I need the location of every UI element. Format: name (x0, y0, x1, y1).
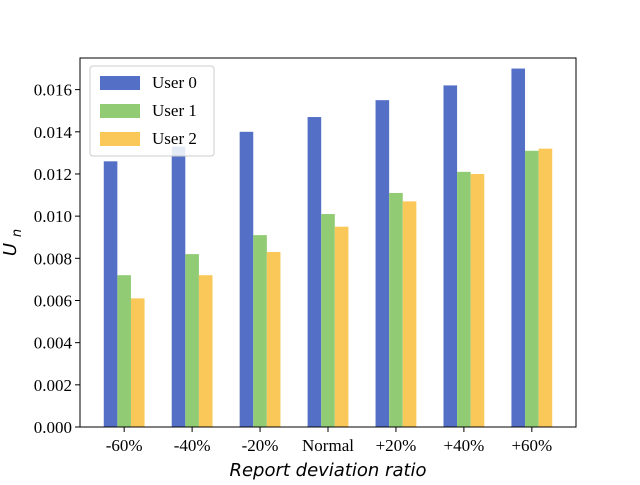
x-tick-label: +40% (444, 436, 485, 455)
bar-user-0-0 (103, 161, 118, 427)
legend: User 0 User 1 User 2 (89, 65, 215, 157)
y-tick-label: 0.010 (34, 207, 72, 226)
y-tick-label: 0.002 (34, 376, 72, 395)
x-tick-label: +60% (511, 436, 552, 455)
y-axis-label-subscript: n (10, 229, 25, 237)
x-tick-label: Normal (302, 436, 354, 455)
bar-user-2-4 (402, 201, 417, 427)
x-tick-label: +20% (376, 436, 417, 455)
y-tick-label: 0.012 (34, 165, 72, 184)
y-axis-label-main: U (0, 243, 21, 256)
bar-user-1-4 (389, 192, 403, 427)
bar-user-0-1 (171, 146, 186, 427)
x-tick-label: -40% (174, 436, 211, 455)
bar-user-2-5 (470, 173, 485, 427)
bar-user-1-2 (253, 235, 267, 427)
y-tick-label: 0.008 (34, 249, 72, 268)
bar-user-2-6 (538, 148, 553, 427)
legend-swatch (100, 132, 140, 146)
bar-user-1-3 (321, 214, 335, 427)
legend-label: User 2 (152, 129, 197, 148)
bar-user-0-3 (307, 117, 322, 427)
bar-user-1-0 (117, 275, 131, 427)
bar-user-2-2 (266, 251, 281, 427)
legend-swatch (100, 76, 140, 90)
x-tick-label: -20% (242, 436, 279, 455)
legend-label: User 1 (152, 101, 197, 120)
bar-user-0-5 (443, 85, 458, 427)
bar-user-2-1 (198, 275, 213, 427)
y-tick-label: 0.004 (34, 334, 73, 353)
bar-user-1-5 (457, 171, 471, 427)
x-tick-label: -60% (106, 436, 143, 455)
bar-user-2-3 (334, 226, 349, 427)
bar-user-1-1 (185, 254, 199, 427)
bar-user-0-6 (511, 68, 526, 428)
y-tick-label: 0.000 (34, 418, 72, 437)
y-tick-label: 0.006 (34, 291, 72, 310)
bar-user-2-0 (130, 298, 145, 427)
y-tick-label: 0.014 (34, 123, 73, 142)
x-axis-label: Report deviation ratio (229, 460, 426, 480)
y-axis: 0.000 0.002 0.004 0.006 0.008 0.010 0.012 0.014… (34, 81, 80, 437)
bar-user-1-6 (525, 150, 539, 427)
y-tick-label: 0.016 (34, 81, 72, 100)
legend-swatch (100, 104, 140, 118)
bar-user-0-4 (375, 100, 390, 428)
x-axis: -60% -40% -20% Normal +20% +40% +60% (106, 427, 552, 455)
bar-user-0-2 (239, 131, 254, 428)
bars-layer (103, 68, 553, 428)
legend-label: User 0 (152, 73, 197, 92)
y-axis-label: U n (0, 229, 25, 256)
